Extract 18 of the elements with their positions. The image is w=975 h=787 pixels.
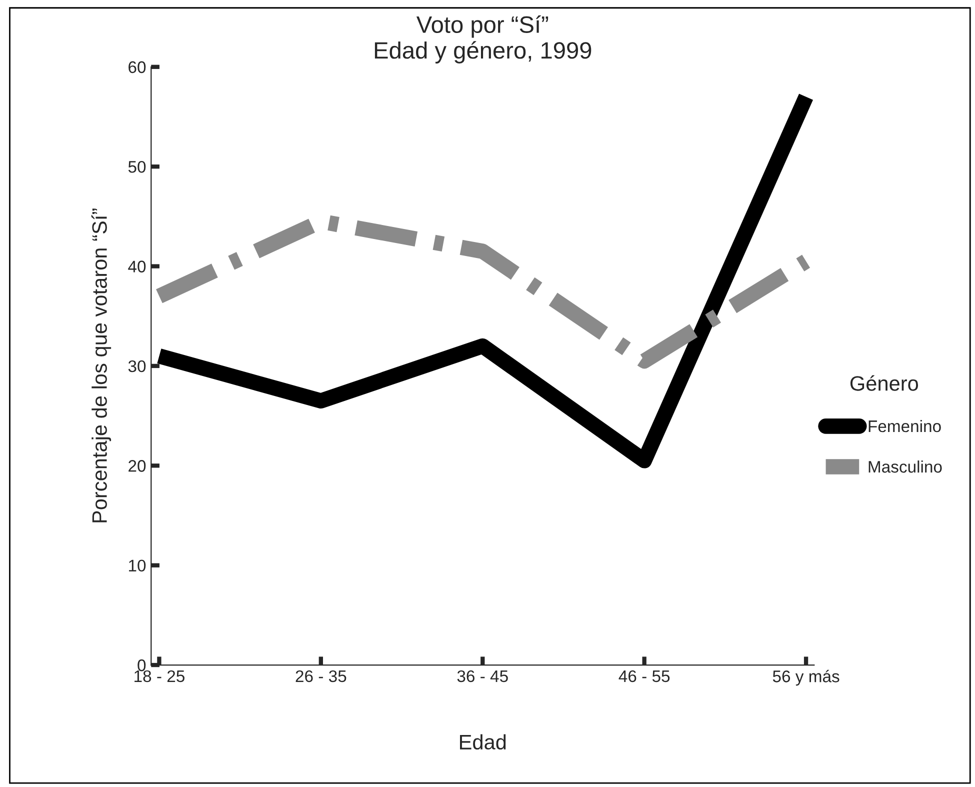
y-tick-label: 60 xyxy=(128,61,146,74)
legend-label: Masculino xyxy=(868,460,942,473)
x-tick-label: 26 - 35 xyxy=(296,670,346,682)
y-tick-label: 20 xyxy=(128,460,146,472)
y-axis-title: Porcentaje de los que votaron “Sí” xyxy=(91,208,112,522)
y-tick-label: 10 xyxy=(129,560,146,572)
legend-label: Femenino xyxy=(868,420,941,432)
y-tick-label: 40 xyxy=(128,260,146,272)
x-axis-title: Edad xyxy=(460,734,506,750)
x-tick-label: 36 - 45 xyxy=(457,670,508,682)
x-tick-label: 18 - 25 xyxy=(134,670,184,682)
x-tick-label: 46 - 55 xyxy=(618,670,670,682)
x-tick-label: 56 y más xyxy=(772,670,840,686)
chart-title: Voto por “Sí” Edad y género, 1999 xyxy=(374,15,592,64)
y-tick-label: 0 xyxy=(138,659,146,672)
y-tick-label: 30 xyxy=(128,360,146,372)
legend-title: Género xyxy=(850,375,918,391)
y-tick-label: 50 xyxy=(128,160,146,173)
